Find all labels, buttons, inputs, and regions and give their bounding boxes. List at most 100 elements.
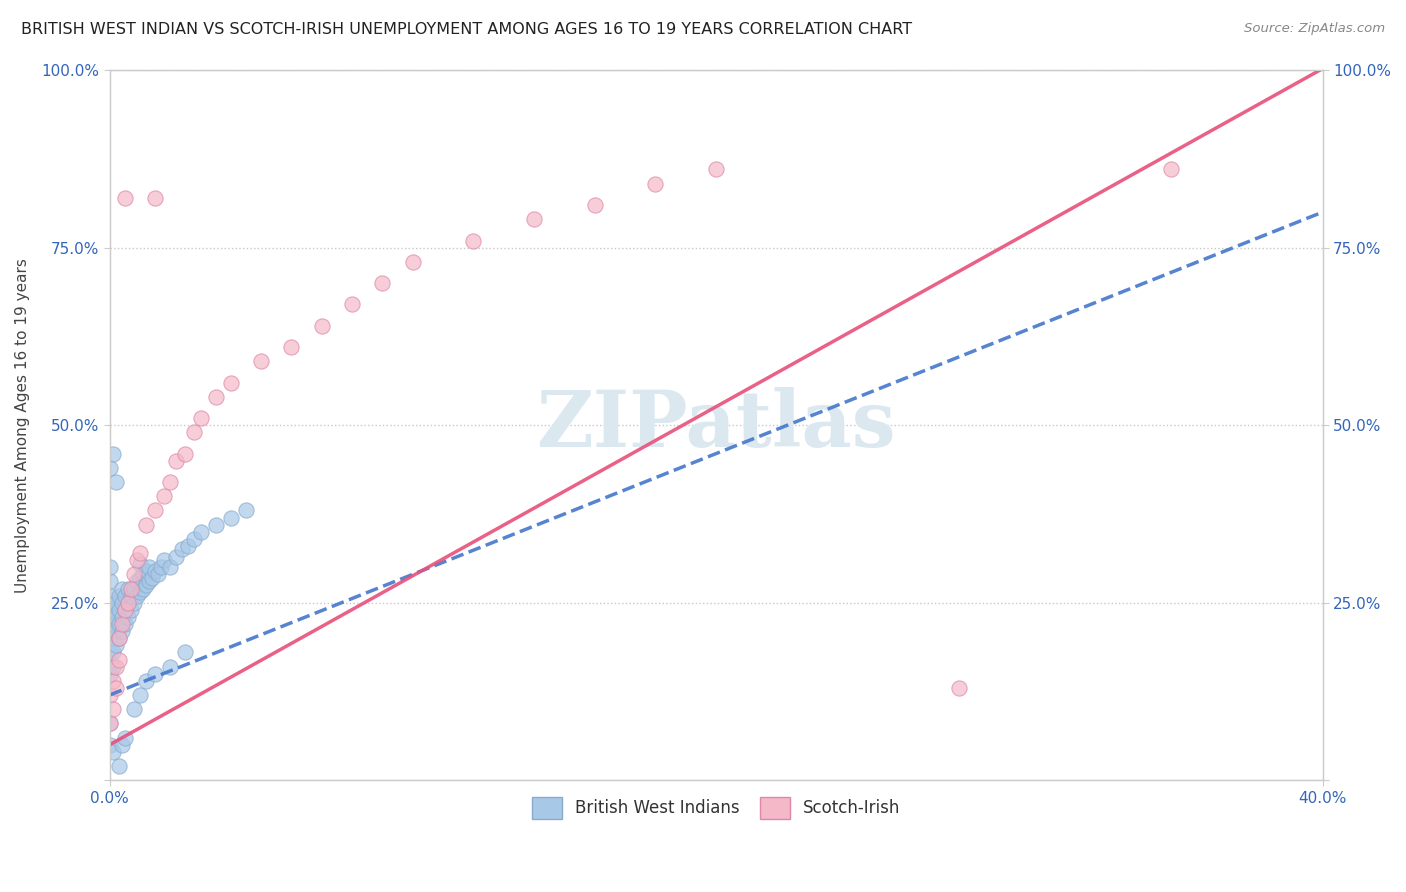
Point: [143, 666, 166, 681]
Point: [153, 489, 176, 503]
Point: [120, 582, 142, 596]
Point: [250, 354, 273, 368]
Point: [135, 517, 157, 532]
Point: [98, 716, 121, 731]
Point: [122, 596, 145, 610]
Point: [583, 198, 606, 212]
Point: [107, 652, 129, 666]
Point: [98, 666, 121, 681]
Point: [104, 681, 127, 695]
Point: [98, 603, 121, 617]
Point: [120, 603, 142, 617]
Point: [174, 645, 197, 659]
Point: [104, 610, 127, 624]
Point: [402, 255, 425, 269]
Point: [371, 276, 394, 290]
Point: [159, 659, 181, 673]
Point: [190, 524, 212, 539]
Point: [135, 578, 157, 592]
Y-axis label: Unemployment Among Ages 16 to 19 years: Unemployment Among Ages 16 to 19 years: [15, 258, 30, 592]
Point: [111, 582, 134, 596]
Point: [114, 617, 136, 632]
Text: BRITISH WEST INDIAN VS SCOTCH-IRISH UNEMPLOYMENT AMONG AGES 16 TO 19 YEARS CORRE: BRITISH WEST INDIAN VS SCOTCH-IRISH UNEM…: [21, 22, 912, 37]
Point: [122, 702, 145, 716]
Point: [114, 191, 136, 205]
Point: [111, 738, 134, 752]
Point: [101, 702, 124, 716]
Point: [107, 632, 129, 646]
Point: [98, 688, 121, 702]
Point: [101, 659, 124, 673]
Point: [101, 745, 124, 759]
Point: [128, 546, 150, 560]
Point: [101, 645, 124, 659]
Point: [128, 557, 150, 571]
Point: [138, 574, 160, 589]
Point: [107, 759, 129, 773]
Point: [114, 731, 136, 745]
Point: [128, 688, 150, 702]
Point: [235, 503, 257, 517]
Point: [165, 549, 187, 564]
Point: [219, 510, 242, 524]
Point: [644, 177, 666, 191]
Point: [101, 603, 124, 617]
Point: [174, 447, 197, 461]
Point: [159, 560, 181, 574]
Point: [111, 596, 134, 610]
Point: [98, 632, 121, 646]
Point: [523, 212, 546, 227]
Point: [219, 376, 242, 390]
Point: [159, 475, 181, 489]
Point: [101, 673, 124, 688]
Point: [111, 624, 134, 639]
Point: [111, 617, 134, 632]
Point: [104, 638, 127, 652]
Point: [165, 453, 187, 467]
Point: [117, 596, 139, 610]
Point: [117, 596, 139, 610]
Point: [120, 589, 142, 603]
Point: [117, 610, 139, 624]
Point: [132, 582, 155, 596]
Point: [114, 603, 136, 617]
Point: [948, 681, 970, 695]
Point: [122, 582, 145, 596]
Point: [104, 475, 127, 489]
Point: [143, 564, 166, 578]
Point: [183, 532, 205, 546]
Point: [1160, 162, 1182, 177]
Point: [340, 297, 363, 311]
Point: [146, 567, 169, 582]
Point: [114, 589, 136, 603]
Point: [311, 318, 333, 333]
Point: [125, 574, 148, 589]
Point: [117, 582, 139, 596]
Point: [172, 542, 194, 557]
Point: [177, 539, 200, 553]
Point: [135, 564, 157, 578]
Point: [128, 585, 150, 599]
Text: Source: ZipAtlas.com: Source: ZipAtlas.com: [1244, 22, 1385, 36]
Point: [98, 460, 121, 475]
Point: [150, 560, 173, 574]
Point: [114, 603, 136, 617]
Point: [122, 567, 145, 582]
Point: [125, 553, 148, 567]
Point: [98, 589, 121, 603]
Text: ZIPatlas: ZIPatlas: [536, 387, 896, 463]
Point: [98, 645, 121, 659]
Point: [104, 596, 127, 610]
Point: [107, 617, 129, 632]
Legend: British West Indians, Scotch-Irish: British West Indians, Scotch-Irish: [524, 790, 907, 825]
Point: [98, 560, 121, 574]
Point: [101, 617, 124, 632]
Point: [190, 411, 212, 425]
Point: [101, 632, 124, 646]
Point: [104, 659, 127, 673]
Point: [135, 673, 157, 688]
Point: [280, 340, 302, 354]
Point: [463, 234, 485, 248]
Point: [98, 574, 121, 589]
Point: [107, 603, 129, 617]
